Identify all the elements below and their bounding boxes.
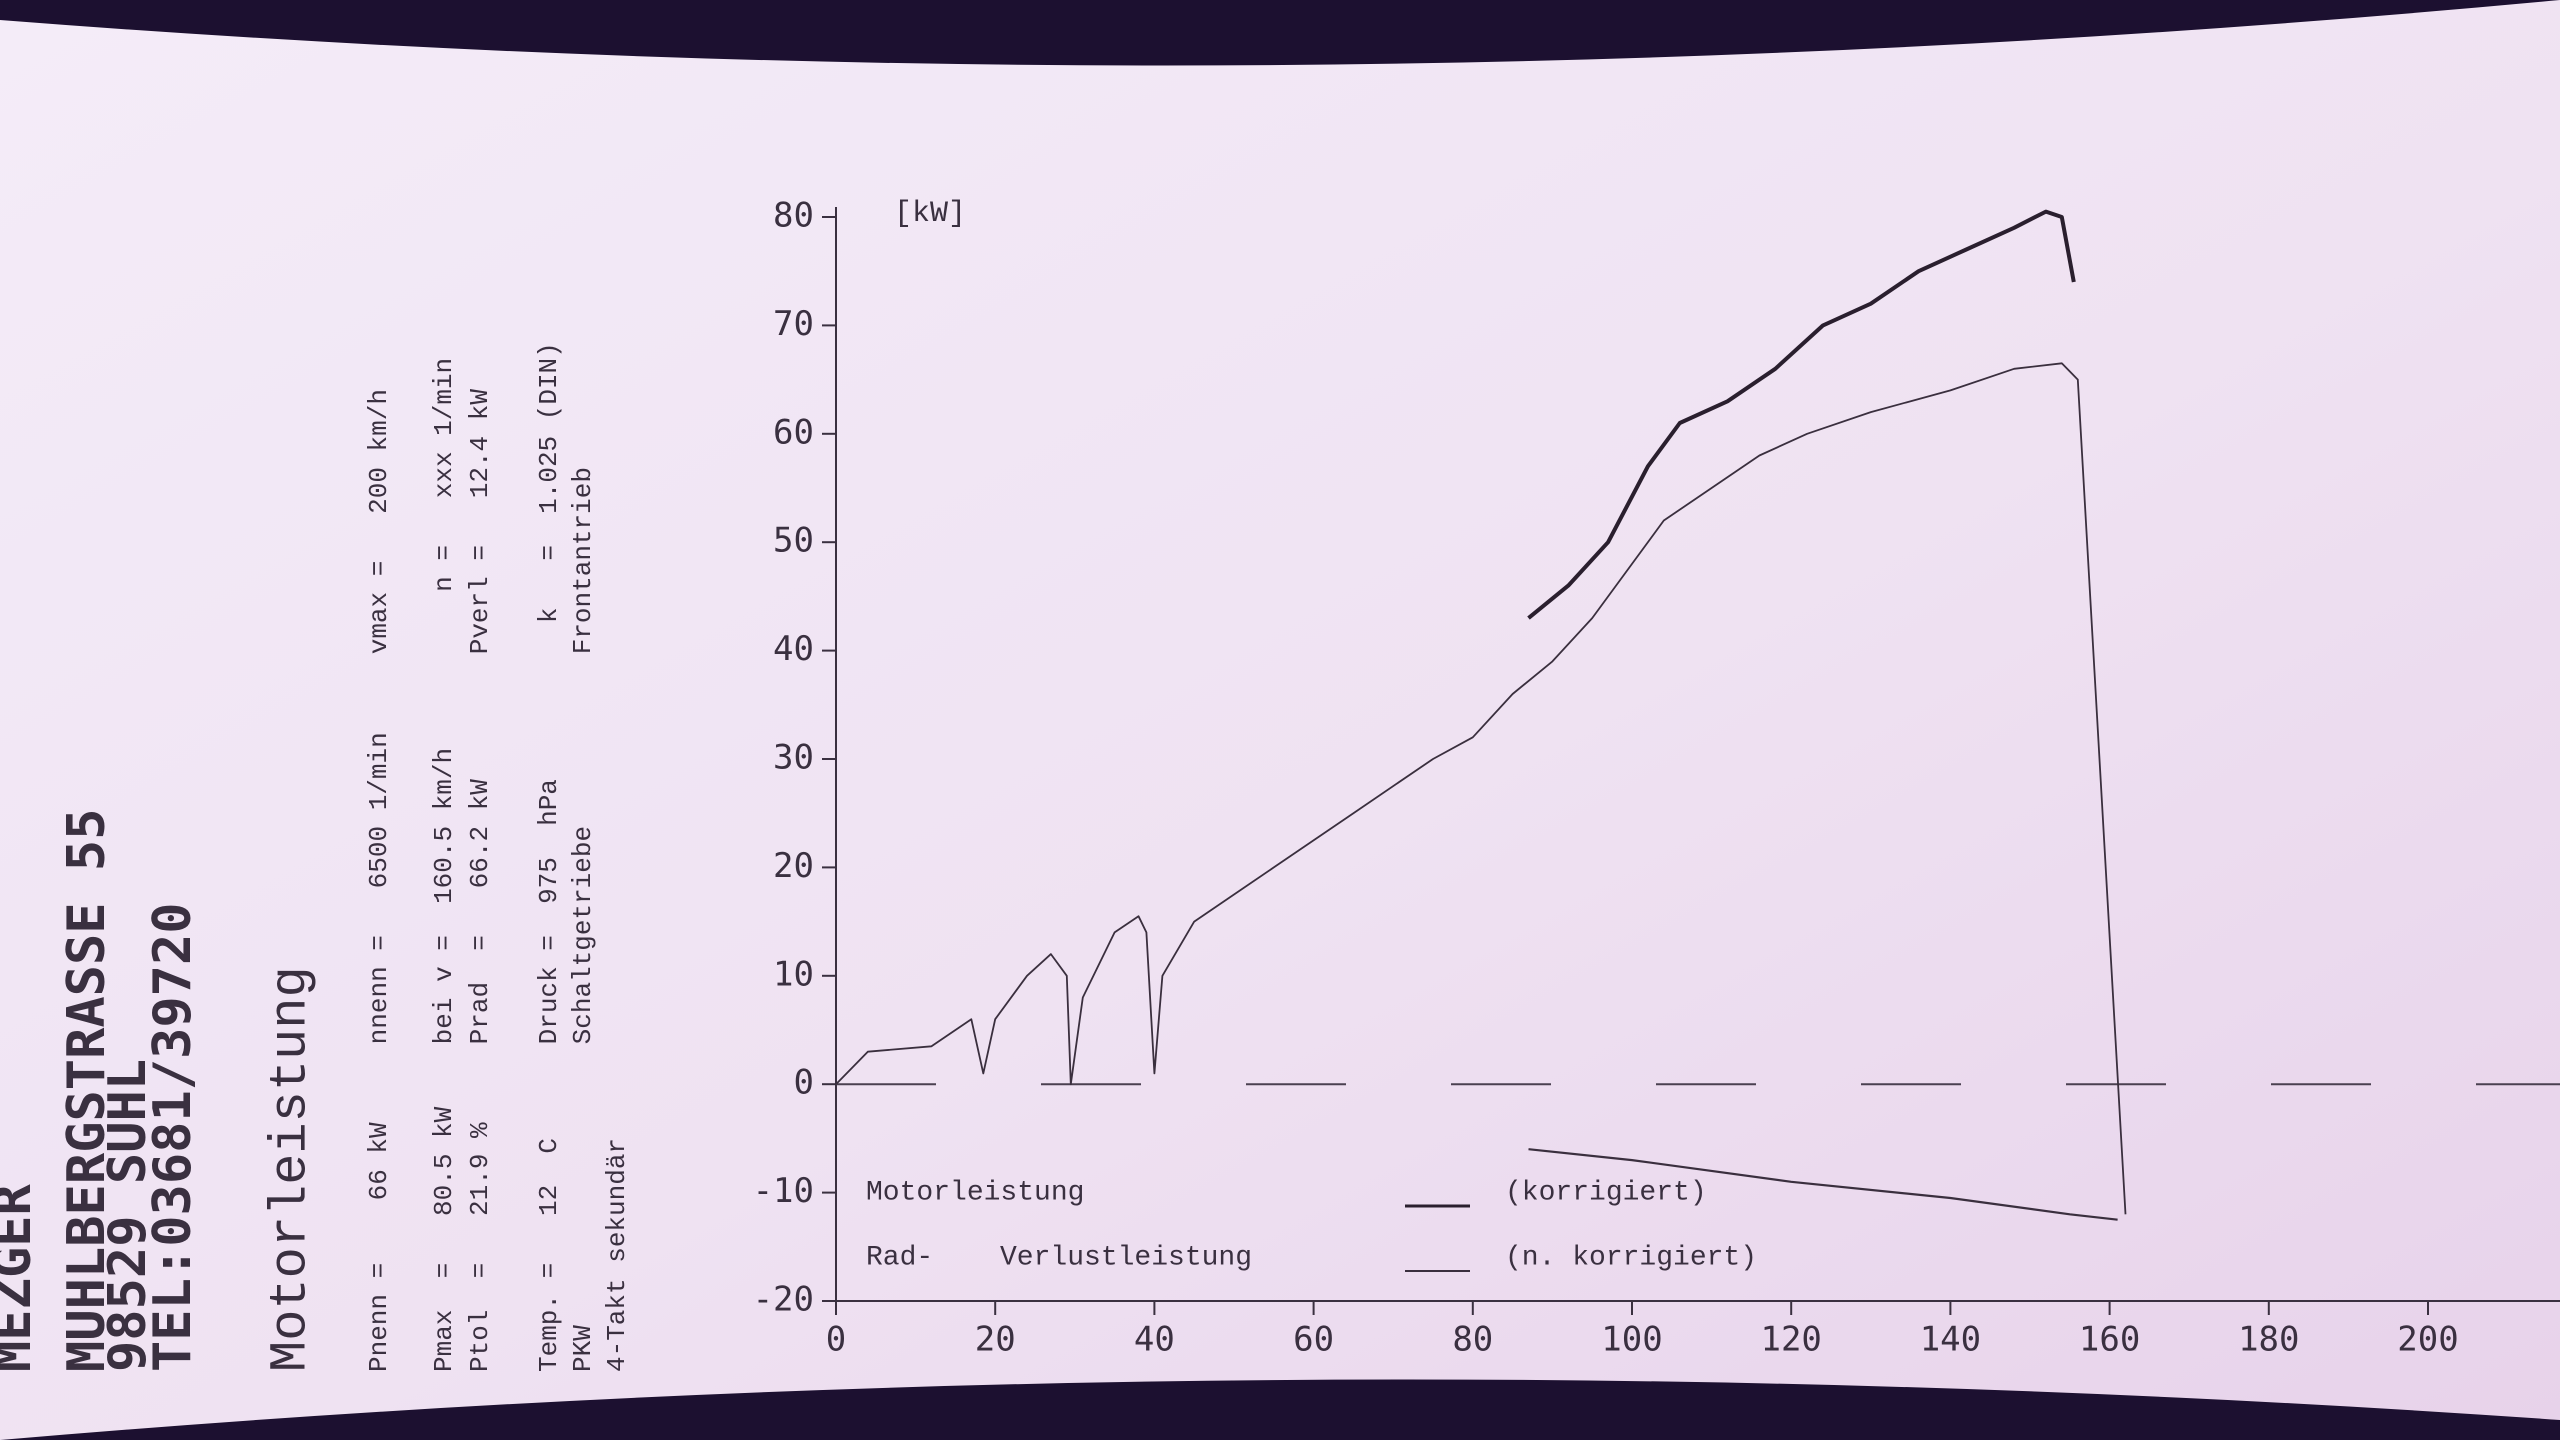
x-tick-label: 160 [2079,1320,2140,1360]
y-tick-label: 50 [773,521,814,561]
x-tick-label: 80 [1452,1320,1493,1360]
x-tick-label: 140 [1920,1320,1981,1360]
y-tick-label: 0 [794,1063,814,1103]
y-tick-label: 40 [773,629,814,669]
y-tick-label: 20 [773,846,814,886]
x-tick-label: 100 [1601,1320,1662,1360]
legend-label: Rad- [866,1242,933,1273]
x-tick-label: 60 [1293,1320,1334,1360]
legend-label: Verlustleistung [1000,1242,1252,1273]
parameter-line: PKW Schaltgetriebe Frontantrieb [568,467,598,1372]
y-tick-label: 30 [773,738,814,778]
y-tick-label: -10 [753,1171,814,1211]
chart-title: Motorleistung [262,966,321,1372]
parameter-line: 4-Takt sekundär [602,1138,632,1372]
x-tick-label: 180 [2238,1320,2299,1360]
parameter-line: Pnenn = 66 kW nnenn = 6500 1/min vmax = … [364,389,394,1372]
header-line: 98529 SUHL [98,1059,158,1372]
y-axis-label: [kW] [894,197,966,231]
x-tick-label: 20 [975,1320,1016,1360]
y-tick-label: 10 [773,954,814,994]
legend-note: (korrigiert) [1505,1177,1707,1208]
header-line: MUHLBERGSTRASSE 55 [57,808,117,1372]
series-line [835,362,2127,1215]
parameter-line: Pmax = 80.5 kW bei v = 160.5 km/h n = xx… [429,358,459,1372]
y-tick-label: 70 [773,304,814,344]
x-tick-label: 120 [1760,1320,1821,1360]
y-tick-label: -20 [753,1280,814,1320]
parameter-line: Ptol = 21.9 % Prad = 66.2 kW Pverl = 12.… [465,389,495,1372]
header-line: TEL:03681/39720 [143,902,203,1372]
x-tick-label: 40 [1134,1320,1175,1360]
x-tick-label: 200 [2397,1320,2458,1360]
legend-label: Motorleistung [866,1177,1084,1208]
header-line: MEZGER [0,1183,43,1372]
legend-note: (n. korrigiert) [1505,1242,1757,1273]
y-tick-label: 80 [773,196,814,236]
y-tick-label: 60 [773,412,814,452]
series-line [1527,209,2076,620]
x-tick-label: 0 [826,1320,846,1360]
series-line [1528,1148,2118,1221]
parameter-line: Temp. = 12 C Druck = 975 hPa k = 1.025 (… [534,342,564,1372]
